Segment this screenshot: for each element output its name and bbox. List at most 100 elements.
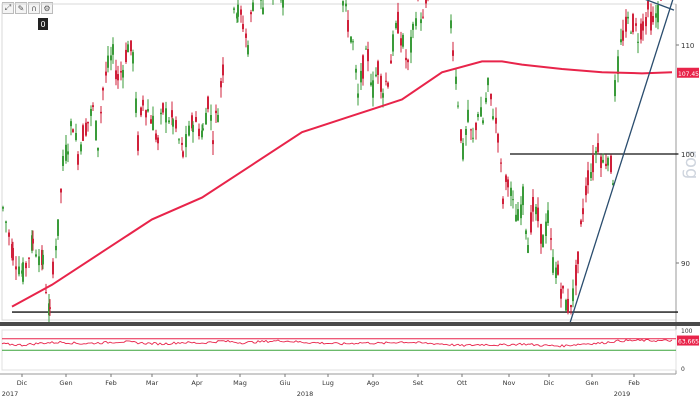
candle-down bbox=[362, 55, 364, 79]
candle-up bbox=[492, 116, 494, 120]
moving-average-badge bbox=[677, 67, 699, 78]
candle-up bbox=[457, 105, 459, 107]
candle-down bbox=[87, 121, 89, 124]
candle-up bbox=[252, 2, 254, 11]
pencil-icon[interactable]: ✎ bbox=[15, 2, 27, 14]
candle-down bbox=[25, 262, 27, 269]
candle-down bbox=[650, 11, 652, 31]
candle-down bbox=[117, 74, 119, 81]
candle-up bbox=[455, 76, 457, 84]
candle-down bbox=[600, 156, 602, 168]
magnet-icon[interactable]: ∩ bbox=[28, 2, 40, 14]
candle-up bbox=[552, 257, 554, 273]
candle-up bbox=[152, 115, 154, 131]
candle-down bbox=[592, 155, 594, 173]
chart-toolbar: ⤢ ✎ ∩ ⚙ bbox=[2, 2, 53, 14]
candle-up bbox=[450, 20, 452, 29]
candle-up bbox=[512, 199, 514, 201]
candle-up bbox=[168, 120, 170, 123]
x-tick-label: Feb bbox=[628, 379, 640, 387]
candle-up bbox=[542, 235, 544, 248]
candle-up bbox=[57, 219, 59, 236]
candle-down bbox=[77, 154, 79, 165]
candle-up bbox=[637, 41, 639, 43]
candle-down bbox=[540, 224, 542, 244]
candle-down bbox=[125, 49, 127, 63]
candle-up bbox=[522, 186, 524, 206]
candle-up bbox=[42, 254, 44, 265]
moving-average-line bbox=[11, 60, 673, 308]
candle-up bbox=[517, 209, 519, 221]
candle-up bbox=[480, 107, 482, 117]
candle-down bbox=[425, 0, 427, 4]
candle-down bbox=[577, 251, 579, 264]
candle-up bbox=[107, 55, 109, 68]
candle-down bbox=[642, 21, 644, 31]
candle-up bbox=[132, 52, 134, 64]
candle-up bbox=[185, 134, 187, 148]
candle-up bbox=[360, 70, 362, 83]
candle-down bbox=[495, 117, 497, 124]
candle-up bbox=[355, 68, 357, 73]
candle-up bbox=[202, 128, 204, 131]
trendline bbox=[569, 0, 674, 324]
candle-down bbox=[102, 87, 104, 91]
candle-down bbox=[60, 189, 62, 193]
candle-up bbox=[462, 142, 464, 160]
candle-up bbox=[365, 48, 367, 50]
candle-up bbox=[127, 44, 129, 53]
x-year-label: 2017 bbox=[2, 390, 19, 398]
candle-up bbox=[487, 78, 489, 86]
candle-up bbox=[18, 266, 20, 275]
candle-down bbox=[100, 111, 102, 114]
x-tick-label: Apr bbox=[191, 379, 203, 387]
candle-up bbox=[165, 108, 167, 123]
candle-down bbox=[380, 75, 382, 92]
settings-icon[interactable]: ⚙ bbox=[41, 2, 53, 14]
arrow-expand-icon[interactable]: ⤢ bbox=[2, 2, 14, 14]
candle-down bbox=[475, 122, 477, 131]
candle-down bbox=[550, 238, 552, 240]
candle-down bbox=[28, 257, 30, 259]
candle-up bbox=[95, 120, 97, 141]
candle-down bbox=[85, 122, 87, 136]
candle-up bbox=[217, 114, 219, 122]
y-tick-label: 100 bbox=[681, 151, 694, 159]
candle-down bbox=[530, 212, 532, 233]
candle-down bbox=[397, 11, 399, 34]
candle-up bbox=[201, 130, 203, 138]
candle-down bbox=[105, 71, 107, 76]
candle-up bbox=[233, 8, 235, 10]
x-tick-label: Dic bbox=[544, 379, 555, 387]
x-tick-label: Giu bbox=[280, 379, 291, 387]
candle-up bbox=[535, 206, 537, 215]
x-tick-label: Gen bbox=[59, 379, 72, 387]
candle-up bbox=[375, 74, 377, 77]
candle-up bbox=[395, 22, 397, 29]
candle-up bbox=[392, 34, 394, 52]
chart-watermark: rog bbox=[681, 150, 700, 179]
candle-down bbox=[652, 16, 654, 23]
candle-down bbox=[8, 232, 10, 237]
candle-up bbox=[352, 41, 354, 43]
candle-down bbox=[49, 307, 51, 309]
x-year-label: 2019 bbox=[614, 390, 631, 398]
candle-down bbox=[220, 81, 222, 88]
candle-down bbox=[567, 298, 569, 313]
x-tick-label: Feb bbox=[105, 379, 117, 387]
candle-up bbox=[38, 256, 40, 266]
candle-up bbox=[657, 5, 659, 23]
zoom-indicator: 0 bbox=[38, 18, 48, 30]
candle-up bbox=[620, 39, 622, 43]
candle-up bbox=[147, 109, 149, 112]
candle-up bbox=[70, 121, 72, 127]
candle-up bbox=[402, 34, 404, 47]
candle-down bbox=[162, 103, 164, 113]
candle-up bbox=[410, 36, 412, 53]
panel-divider bbox=[0, 322, 700, 326]
candle-down bbox=[385, 80, 387, 82]
candle-up bbox=[415, 18, 417, 26]
candle-down bbox=[575, 264, 577, 286]
candle-up bbox=[65, 144, 67, 161]
